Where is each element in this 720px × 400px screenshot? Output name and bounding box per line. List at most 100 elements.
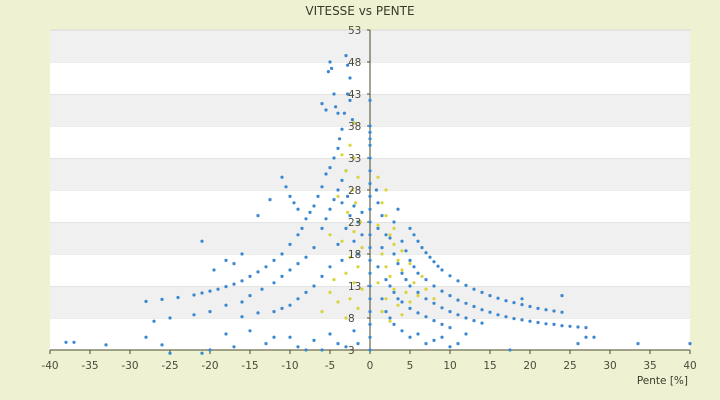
data-point xyxy=(356,220,360,224)
data-point xyxy=(400,313,404,317)
data-point xyxy=(240,315,244,319)
data-point xyxy=(456,279,460,283)
data-point xyxy=(176,295,180,300)
y-tick-label: 18 xyxy=(348,249,361,261)
data-point xyxy=(368,194,372,198)
data-point xyxy=(208,310,212,314)
data-point xyxy=(160,343,164,347)
data-point xyxy=(552,309,556,313)
data-point xyxy=(374,188,378,192)
data-point xyxy=(288,194,292,198)
data-point xyxy=(352,156,356,160)
data-point xyxy=(512,317,516,321)
data-point xyxy=(292,201,296,205)
data-point xyxy=(568,324,572,328)
data-point xyxy=(384,265,388,269)
x-tick-label: 20 xyxy=(523,360,536,372)
data-point xyxy=(368,143,372,147)
data-point xyxy=(288,242,292,246)
data-point xyxy=(326,70,330,74)
data-point xyxy=(200,239,204,243)
data-point xyxy=(440,268,444,272)
data-point xyxy=(346,194,350,198)
data-point xyxy=(360,287,364,291)
data-point xyxy=(330,66,334,70)
data-point xyxy=(392,252,396,256)
x-tick-label: -25 xyxy=(161,360,178,372)
data-point xyxy=(368,284,372,288)
x-tick-label: -40 xyxy=(41,360,58,372)
data-point xyxy=(346,92,350,96)
data-point xyxy=(440,289,444,293)
data-point xyxy=(520,303,524,307)
data-point xyxy=(424,251,428,255)
data-point xyxy=(296,297,300,301)
data-point xyxy=(280,274,284,278)
data-point xyxy=(388,284,392,288)
data-point xyxy=(384,233,388,237)
data-point xyxy=(352,121,356,125)
data-point xyxy=(208,289,212,293)
data-point xyxy=(288,268,292,272)
data-point xyxy=(396,258,400,262)
data-point xyxy=(400,239,404,243)
data-point xyxy=(392,242,396,246)
data-point xyxy=(336,111,340,115)
data-point xyxy=(168,351,172,355)
data-point xyxy=(448,294,452,298)
data-point xyxy=(536,306,540,310)
data-point xyxy=(350,188,354,192)
data-point xyxy=(332,92,336,96)
data-point xyxy=(404,278,408,282)
data-point xyxy=(384,297,388,301)
data-point xyxy=(464,332,468,336)
data-point xyxy=(224,258,228,262)
data-point xyxy=(320,274,324,278)
data-point xyxy=(350,118,354,122)
data-point xyxy=(152,319,156,323)
data-point xyxy=(424,342,428,346)
data-point xyxy=(224,303,228,307)
data-point xyxy=(280,175,284,179)
data-point xyxy=(356,306,360,310)
data-point xyxy=(348,76,352,80)
data-point xyxy=(396,297,400,301)
data-point xyxy=(346,210,350,214)
data-point xyxy=(448,274,452,278)
data-point xyxy=(544,322,548,326)
data-point xyxy=(316,194,320,198)
data-point xyxy=(576,325,580,329)
data-point xyxy=(346,63,350,67)
data-point xyxy=(380,252,384,256)
data-point xyxy=(328,207,332,211)
data-point xyxy=(368,156,372,160)
data-point xyxy=(400,271,404,275)
data-point xyxy=(508,348,512,352)
data-point xyxy=(368,98,372,102)
data-point xyxy=(428,255,432,259)
data-point xyxy=(232,345,236,349)
data-point xyxy=(504,315,508,319)
data-point xyxy=(312,204,316,208)
data-point xyxy=(536,320,540,325)
data-point xyxy=(288,303,292,307)
data-point xyxy=(272,310,276,314)
data-point xyxy=(392,287,396,291)
data-point xyxy=(304,348,308,352)
data-point xyxy=(284,185,288,189)
data-point xyxy=(412,265,416,269)
data-point xyxy=(256,311,260,315)
y-tick-label: 38 xyxy=(348,121,361,133)
data-point xyxy=(320,102,324,106)
data-point xyxy=(368,207,372,211)
data-point xyxy=(552,322,556,326)
data-point xyxy=(368,271,372,275)
data-point xyxy=(336,342,340,346)
data-point xyxy=(472,287,476,291)
data-point xyxy=(480,321,484,325)
data-point xyxy=(464,316,468,320)
x-tick-label: 5 xyxy=(407,360,414,372)
data-point xyxy=(320,310,324,314)
data-point xyxy=(320,348,324,352)
